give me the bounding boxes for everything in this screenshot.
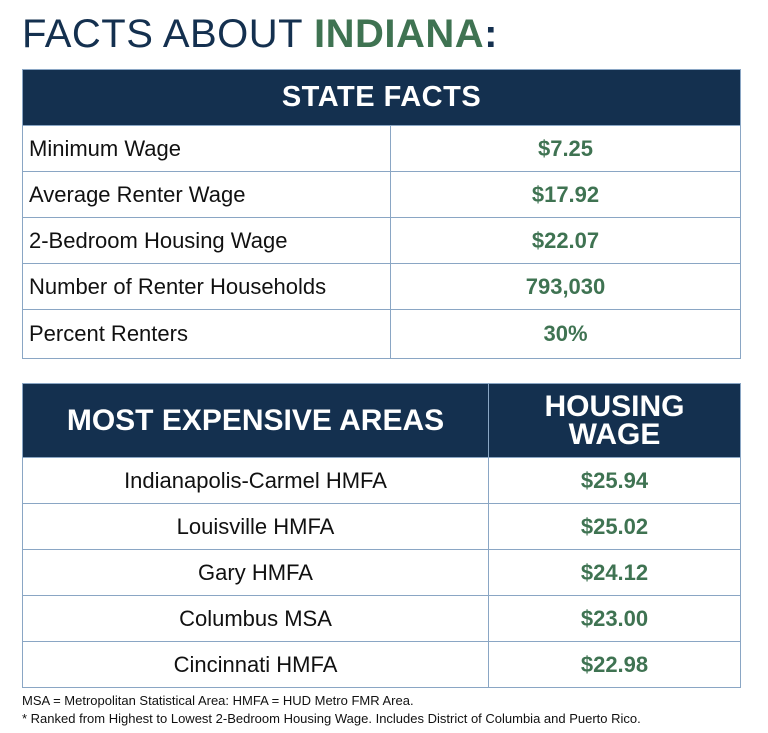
- housing-wage-header: HOUSING WAGE: [488, 383, 741, 458]
- page-title: FACTS ABOUT INDIANA:: [22, 12, 498, 57]
- table-row: Cincinnati HMFA $22.98: [22, 641, 741, 688]
- area-name: Indianapolis-Carmel HMFA: [22, 457, 489, 504]
- area-wage: $25.02: [488, 503, 741, 550]
- table-row: Number of Renter Households 793,030: [22, 263, 741, 310]
- area-name: Cincinnati HMFA: [22, 641, 489, 688]
- fact-value: 30%: [390, 309, 741, 359]
- table-row: Minimum Wage $7.25: [22, 125, 741, 172]
- area-name: Columbus MSA: [22, 595, 489, 642]
- footnote-abbreviations: MSA = Metropolitan Statistical Area: HMF…: [22, 693, 414, 708]
- state-facts-header: STATE FACTS: [22, 69, 741, 126]
- footnotes: MSA = Metropolitan Statistical Area: HMF…: [22, 692, 641, 728]
- fact-label: 2-Bedroom Housing Wage: [22, 217, 391, 264]
- area-name: Louisville HMFA: [22, 503, 489, 550]
- table-row: 2-Bedroom Housing Wage $22.07: [22, 217, 741, 264]
- area-wage: $24.12: [488, 549, 741, 596]
- area-name: Gary HMFA: [22, 549, 489, 596]
- areas-header: MOST EXPENSIVE AREAS: [22, 383, 489, 458]
- fact-label: Average Renter Wage: [22, 171, 391, 218]
- table-row: Louisville HMFA $25.02: [22, 503, 741, 550]
- table-row: Average Renter Wage $17.92: [22, 171, 741, 218]
- fact-label: Percent Renters: [22, 309, 391, 359]
- table-row: Indianapolis-Carmel HMFA $25.94: [22, 457, 741, 504]
- footnote-ranking: * Ranked from Highest to Lowest 2-Bedroo…: [22, 711, 641, 726]
- fact-value: 793,030: [390, 263, 741, 310]
- fact-value: $7.25: [390, 125, 741, 172]
- state-facts-table: STATE FACTS Minimum Wage $7.25 Average Re…: [22, 69, 741, 359]
- fact-label: Number of Renter Households: [22, 263, 391, 310]
- table-row: Percent Renters 30%: [22, 309, 741, 359]
- expensive-areas-table: MOST EXPENSIVE AREAS HOUSING WAGE Indian…: [22, 383, 741, 688]
- fact-value: $17.92: [390, 171, 741, 218]
- area-wage: $23.00: [488, 595, 741, 642]
- area-wage: $25.94: [488, 457, 741, 504]
- fact-value: $22.07: [390, 217, 741, 264]
- area-wage: $22.98: [488, 641, 741, 688]
- title-prefix: FACTS ABOUT: [22, 12, 314, 56]
- fact-label: Minimum Wage: [22, 125, 391, 172]
- title-suffix: :: [484, 12, 498, 56]
- table-row: Columbus MSA $23.00: [22, 595, 741, 642]
- title-state: INDIANA: [314, 12, 485, 56]
- table-row: Gary HMFA $24.12: [22, 549, 741, 596]
